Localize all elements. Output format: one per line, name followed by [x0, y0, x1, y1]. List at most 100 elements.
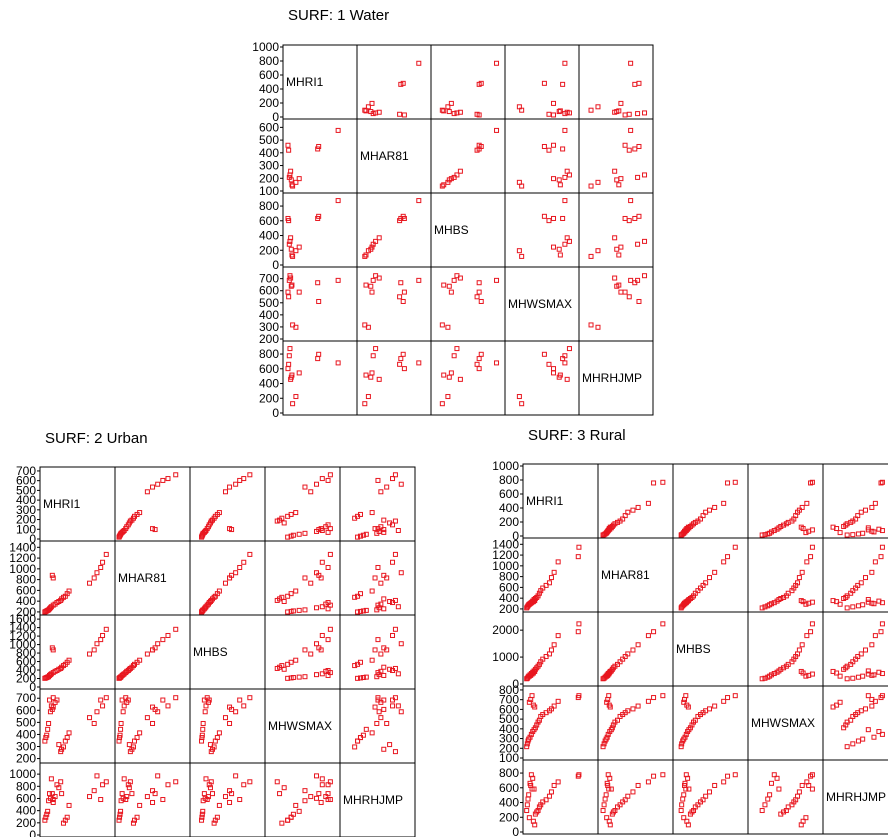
data-point [416, 360, 422, 366]
data-point [860, 530, 866, 536]
data-point [622, 513, 628, 519]
data-point [60, 820, 66, 826]
data-point [532, 598, 538, 604]
data-point [360, 608, 366, 614]
data-point [799, 782, 805, 788]
data-point [783, 521, 789, 527]
data-point [551, 100, 557, 106]
data-point [457, 376, 463, 382]
data-point [241, 476, 247, 482]
data-point [381, 706, 387, 712]
data-point [635, 241, 641, 247]
data-point [150, 484, 156, 490]
data-point [285, 215, 291, 221]
y-tick-label: 1000 [252, 40, 279, 54]
data-point [131, 817, 137, 823]
data-point [363, 531, 369, 537]
data-point [566, 346, 572, 352]
data-point [774, 775, 780, 781]
y-tick-label: 1400 [9, 621, 36, 635]
data-point [293, 510, 299, 516]
data-point [474, 361, 480, 367]
data-point [546, 218, 552, 224]
data-point [173, 779, 179, 785]
data-point [357, 533, 363, 539]
data-point [732, 693, 738, 699]
data-point [635, 703, 641, 709]
data-point [448, 100, 454, 106]
data-point [612, 235, 618, 241]
y-tick-label: 800 [16, 573, 36, 587]
y-tick-label: 400 [499, 501, 519, 515]
data-point [397, 361, 403, 367]
data-point [325, 529, 331, 535]
data-point [703, 580, 709, 586]
y-tick-label: 500 [16, 715, 36, 729]
y-tick-label: 1000 [9, 562, 36, 576]
data-point [296, 289, 302, 295]
data-point [372, 704, 378, 710]
data-point [601, 741, 607, 747]
data-point [707, 575, 712, 581]
data-point [678, 744, 684, 750]
data-point [56, 742, 62, 748]
data-point [575, 554, 581, 560]
data-point [355, 675, 361, 681]
y-tick-label: 400 [259, 229, 279, 243]
data-point [454, 110, 460, 116]
data-point [551, 112, 557, 118]
data-point [50, 799, 56, 805]
data-point [564, 376, 570, 382]
y-tick-label: 800 [499, 683, 519, 697]
data-point [390, 559, 396, 565]
scatter-cell-mhwsmax-vs-mhri1 [285, 273, 341, 330]
y-tick-label: 800 [499, 473, 519, 487]
variable-label-mhwsmax: MHWSMAX [268, 719, 332, 733]
data-point [703, 793, 709, 799]
data-point [865, 727, 871, 733]
data-point [318, 526, 324, 532]
data-point [288, 814, 294, 820]
data-point [199, 814, 205, 820]
data-point [871, 734, 877, 740]
data-point [605, 731, 611, 737]
data-point [369, 510, 375, 516]
data-point [50, 575, 56, 581]
data-point [628, 277, 634, 283]
data-point [302, 484, 308, 490]
data-point [441, 108, 447, 114]
scatter-cell-mhbs-vs-mhwsmax [759, 621, 815, 682]
data-point [546, 793, 552, 799]
data-point [451, 111, 457, 117]
data-point [397, 218, 403, 224]
variable-label-mhrhjmp: MHRHJMP [343, 793, 403, 807]
data-point [562, 198, 568, 204]
data-point [352, 594, 358, 600]
data-point [390, 600, 396, 606]
data-point [681, 699, 687, 705]
data-point [632, 215, 638, 221]
data-point [288, 675, 294, 681]
data-point [803, 601, 809, 607]
data-point [372, 647, 378, 653]
data-point [721, 698, 727, 704]
data-point [199, 738, 205, 744]
data-point [50, 704, 56, 710]
data-point [131, 738, 137, 744]
data-point [302, 530, 308, 536]
data-point [837, 699, 843, 705]
y-tick-label: 1200 [9, 551, 36, 565]
scatter-cell-mhar81-vs-mhbs [678, 544, 738, 611]
matrix-panel-2: SURF: 2 Urban010020030040050060070020040… [9, 430, 416, 837]
data-point [134, 735, 140, 741]
data-point [229, 791, 235, 797]
data-point [137, 730, 143, 736]
data-point [602, 738, 608, 744]
data-point [524, 676, 530, 682]
data-point [622, 142, 628, 148]
data-point [844, 676, 850, 682]
data-point [237, 477, 243, 483]
data-point [635, 642, 641, 648]
data-point [858, 651, 864, 657]
y-tick-label: 700 [16, 464, 36, 478]
